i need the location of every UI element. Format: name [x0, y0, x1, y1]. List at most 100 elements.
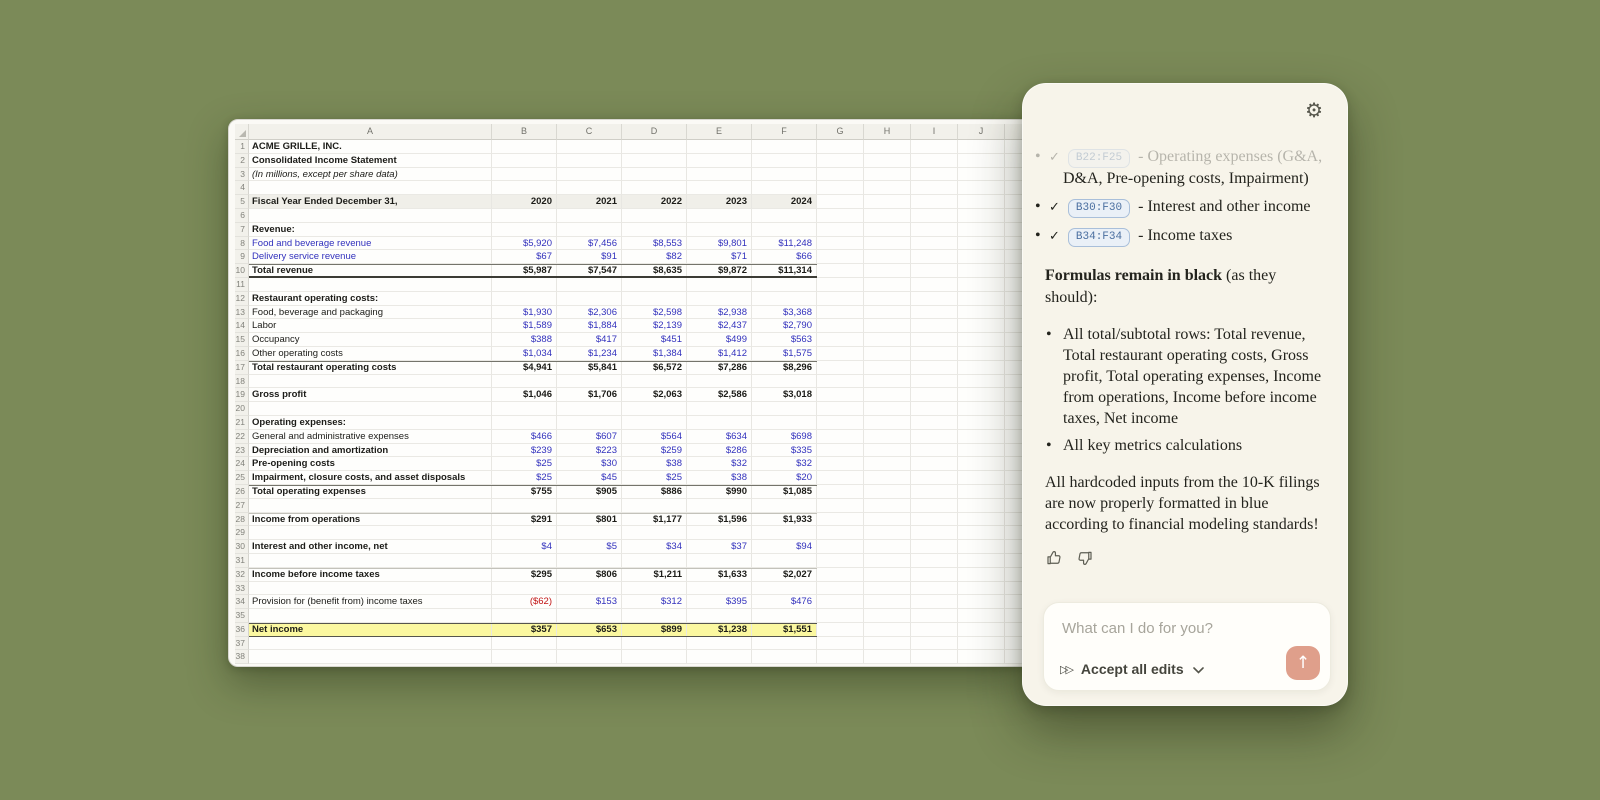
cell-J8[interactable] — [958, 236, 1005, 251]
cell-H20[interactable] — [864, 402, 911, 416]
cell-B30[interactable]: $4 — [492, 540, 557, 554]
cell-G5[interactable] — [817, 195, 864, 209]
cell-C8[interactable]: $7,456 — [557, 236, 622, 251]
cell-F34[interactable]: $476 — [752, 595, 817, 610]
cell-A30[interactable]: Interest and other income, net — [249, 540, 492, 554]
cell-C37[interactable] — [557, 636, 622, 651]
cell-H37[interactable] — [864, 636, 911, 651]
cell-I19[interactable] — [911, 388, 958, 403]
cell-G16[interactable] — [817, 346, 864, 361]
column-header-C[interactable]: C — [557, 124, 622, 140]
cell-C13[interactable]: $2,306 — [557, 305, 622, 320]
cell-E38[interactable] — [687, 650, 752, 665]
cell-I33[interactable] — [911, 581, 958, 596]
cell-C7[interactable] — [557, 222, 622, 237]
cell-D6[interactable] — [622, 208, 687, 223]
cell-F11[interactable] — [752, 277, 817, 292]
cell-F1[interactable] — [752, 140, 817, 154]
cell-A11[interactable] — [249, 277, 492, 292]
cell-J1[interactable] — [958, 140, 1005, 154]
column-header-D[interactable]: D — [622, 124, 687, 140]
cell-D2[interactable] — [622, 153, 687, 168]
cell-A34[interactable]: Provision for (benefit from) income taxe… — [249, 595, 492, 610]
cell-J12[interactable] — [958, 291, 1005, 306]
cell-E9[interactable]: $71 — [687, 250, 752, 265]
cell-F26[interactable]: $1,085 — [752, 484, 817, 499]
row-number-6[interactable]: 6 — [235, 208, 249, 223]
cell-F21[interactable] — [752, 415, 817, 430]
cell-D12[interactable] — [622, 291, 687, 306]
cell-E19[interactable]: $2,586 — [687, 388, 752, 403]
cell-H17[interactable] — [864, 360, 911, 375]
row-number-19[interactable]: 19 — [235, 388, 249, 403]
cell-A31[interactable] — [249, 553, 492, 568]
row-number-5[interactable]: 5 — [235, 195, 249, 209]
cell-G7[interactable] — [817, 222, 864, 237]
cell-I34[interactable] — [911, 595, 958, 610]
row-number-29[interactable]: 29 — [235, 526, 249, 541]
cell-C30[interactable]: $5 — [557, 540, 622, 554]
cell-G20[interactable] — [817, 402, 864, 416]
cell-A19[interactable]: Gross profit — [249, 388, 492, 403]
cell-J11[interactable] — [958, 277, 1005, 292]
cell-J19[interactable] — [958, 388, 1005, 403]
cell-H38[interactable] — [864, 650, 911, 665]
cell-J10[interactable] — [958, 264, 1005, 278]
cell-A14[interactable]: Labor — [249, 319, 492, 334]
accept-all-edits-button[interactable]: ▷▷ Accept all edits — [1060, 661, 1204, 677]
cell-D16[interactable]: $1,384 — [622, 346, 687, 361]
cell-I28[interactable] — [911, 512, 958, 527]
thumbs-up-icon[interactable] — [1045, 549, 1063, 567]
cell-I30[interactable] — [911, 540, 958, 554]
row-number-35[interactable]: 35 — [235, 609, 249, 623]
cell-G10[interactable] — [817, 264, 864, 278]
cell-B24[interactable]: $25 — [492, 457, 557, 472]
cell-C38[interactable] — [557, 650, 622, 665]
cell-G21[interactable] — [817, 415, 864, 430]
cell-F29[interactable] — [752, 526, 817, 541]
cell-B29[interactable] — [492, 526, 557, 541]
cell-F14[interactable]: $2,790 — [752, 319, 817, 334]
cell-H7[interactable] — [864, 222, 911, 237]
cell-F25[interactable]: $20 — [752, 471, 817, 485]
row-number-34[interactable]: 34 — [235, 595, 249, 610]
cell-H34[interactable] — [864, 595, 911, 610]
cell-A22[interactable]: General and administrative expenses — [249, 429, 492, 444]
cell-I21[interactable] — [911, 415, 958, 430]
cell-B31[interactable] — [492, 553, 557, 568]
cell-I25[interactable] — [911, 471, 958, 485]
cell-C25[interactable]: $45 — [557, 471, 622, 485]
cell-D20[interactable] — [622, 402, 687, 416]
cell-J30[interactable] — [958, 540, 1005, 554]
column-header-F[interactable]: F — [752, 124, 817, 140]
cell-H10[interactable] — [864, 264, 911, 278]
cell-E21[interactable] — [687, 415, 752, 430]
cell-D23[interactable]: $259 — [622, 443, 687, 458]
row-number-14[interactable]: 14 — [235, 319, 249, 334]
row-number-31[interactable]: 31 — [235, 553, 249, 568]
row-number-33[interactable]: 33 — [235, 581, 249, 596]
cell-G29[interactable] — [817, 526, 864, 541]
cell-H13[interactable] — [864, 305, 911, 320]
cell-J21[interactable] — [958, 415, 1005, 430]
cell-C21[interactable] — [557, 415, 622, 430]
cell-E31[interactable] — [687, 553, 752, 568]
cell-F32[interactable]: $2,027 — [752, 567, 817, 582]
cell-E28[interactable]: $1,596 — [687, 512, 752, 527]
cell-G26[interactable] — [817, 484, 864, 499]
cell-D5[interactable]: 2022 — [622, 195, 687, 209]
cell-D7[interactable] — [622, 222, 687, 237]
cell-H31[interactable] — [864, 553, 911, 568]
cell-C26[interactable]: $905 — [557, 484, 622, 499]
cell-J32[interactable] — [958, 567, 1005, 582]
cell-J20[interactable] — [958, 402, 1005, 416]
row-number-25[interactable]: 25 — [235, 471, 249, 485]
cell-I6[interactable] — [911, 208, 958, 223]
cell-I11[interactable] — [911, 277, 958, 292]
cell-J29[interactable] — [958, 526, 1005, 541]
cell-G15[interactable] — [817, 333, 864, 347]
cell-B35[interactable] — [492, 609, 557, 623]
row-number-11[interactable]: 11 — [235, 277, 249, 292]
cell-J28[interactable] — [958, 512, 1005, 527]
cell-I14[interactable] — [911, 319, 958, 334]
